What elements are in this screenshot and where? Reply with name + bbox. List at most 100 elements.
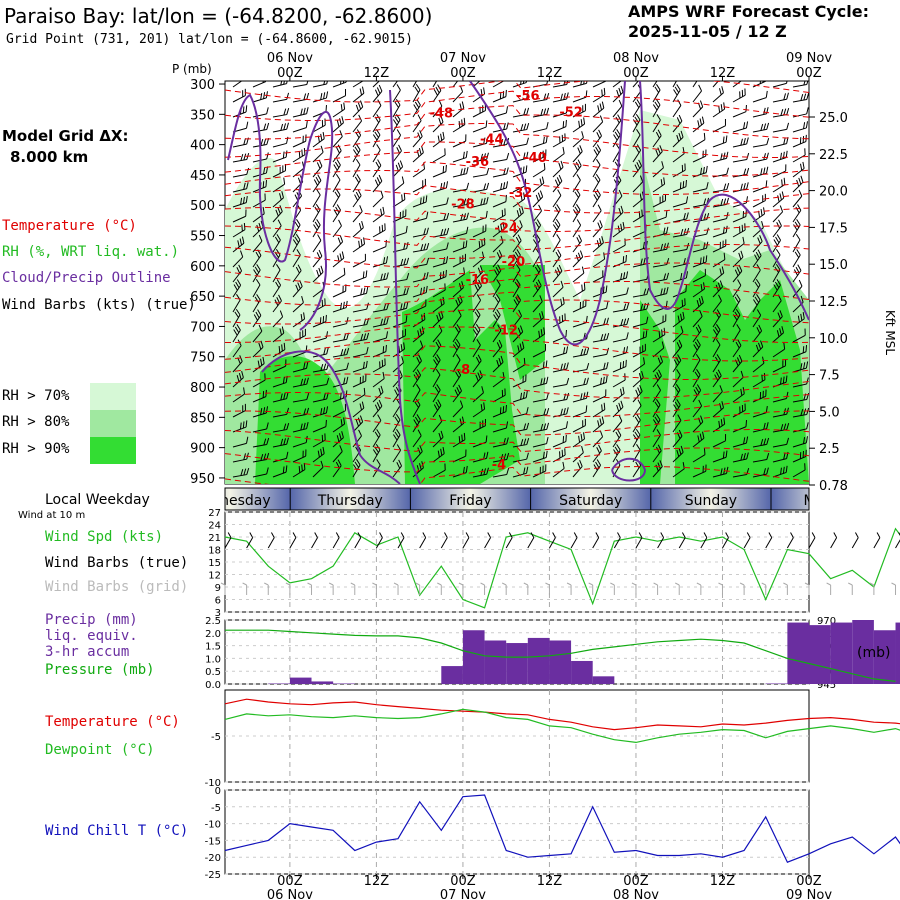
- temperature-label--12: -12: [494, 323, 518, 338]
- wind-barb: [432, 339, 442, 358]
- wind-barb: [232, 236, 245, 253]
- wind-barb: [352, 189, 362, 208]
- wind-barb: [292, 219, 301, 238]
- wind-barb: [472, 354, 482, 373]
- wind-barb: [512, 309, 523, 328]
- wind-barb: [752, 340, 764, 358]
- cloud-outline-1: [227, 93, 334, 331]
- wind-barb: [552, 249, 562, 268]
- wind-barb: [592, 252, 606, 268]
- wind-barb: [512, 206, 524, 223]
- wind-barb: [492, 388, 506, 403]
- wind-barb-grid: [307, 582, 313, 595]
- wind-barb: [472, 265, 484, 283]
- temperature-contour: [225, 141, 809, 177]
- wind-barb: [808, 204, 822, 222]
- temperature-contour: [225, 291, 809, 325]
- precip-bar: [830, 622, 853, 684]
- wind-barb: [412, 81, 421, 88]
- wind-barb: [432, 324, 443, 343]
- wind-barb: [752, 309, 762, 328]
- wind-barb: [292, 296, 304, 313]
- wind-barb: [332, 317, 349, 328]
- wind-barb: [432, 463, 446, 478]
- wind-barb: [612, 346, 629, 358]
- wind-barb: [432, 131, 445, 148]
- wind-barb: [532, 149, 547, 163]
- precip-bar: [787, 622, 809, 684]
- wind-barb: [792, 328, 806, 343]
- wind-barb: [492, 106, 509, 118]
- wind-barb: [632, 144, 642, 163]
- bottom-date-label: 09 Nov: [786, 888, 832, 900]
- top-time-label: 00Z: [623, 66, 649, 81]
- wind-barb: [532, 122, 549, 133]
- wind-barb: [272, 342, 286, 358]
- wind-barb: [552, 421, 569, 433]
- top-time-label: 00Z: [277, 66, 303, 81]
- wind-barb: [352, 114, 363, 133]
- kft-tick-label: 2.5: [819, 442, 840, 457]
- temperature-contour: [225, 262, 809, 288]
- top-time-label: 00Z: [450, 66, 476, 81]
- windchill-label: Wind Chill T (°C): [45, 823, 189, 839]
- wind-barb: [412, 384, 421, 403]
- wind-barb: [352, 332, 370, 343]
- precip-bar: [506, 643, 528, 684]
- wind-barb: [612, 317, 630, 328]
- wind-barb: [732, 403, 746, 418]
- wind-barb: [452, 339, 461, 358]
- wind-barb: [672, 325, 684, 343]
- temperature-label--8: -8: [456, 363, 470, 378]
- wind-barb: [772, 92, 789, 103]
- wind-barb: [532, 295, 543, 313]
- wind-barb: [232, 222, 246, 238]
- temperature-contour: [225, 81, 809, 103]
- wind-barb: [692, 132, 706, 148]
- wind-barb: [452, 354, 461, 373]
- temperature-label--20: -20: [502, 255, 526, 270]
- wind-barb: [292, 234, 301, 253]
- wind-barb: [672, 311, 685, 328]
- wind-barb: [572, 159, 582, 178]
- wind-barb: [772, 437, 790, 448]
- pressure-tick-label: 450: [190, 169, 215, 184]
- windchill-tick-label: -15: [205, 836, 221, 847]
- wind-barb: [412, 130, 423, 148]
- precip-bar: [549, 640, 572, 684]
- wind-barb: [232, 195, 248, 208]
- wind-barb: [732, 121, 749, 133]
- wind-barb: [252, 309, 262, 328]
- wind-barb-grid: [588, 582, 594, 595]
- wind-barb: [712, 266, 725, 283]
- wind-barb: [272, 205, 283, 223]
- cloud-outline-3: [389, 89, 421, 484]
- precip-bar: [873, 630, 896, 684]
- wind-barb: [432, 283, 446, 298]
- wind-barb: [292, 134, 307, 148]
- wind-barb: [392, 176, 405, 193]
- precip-bar: [484, 640, 507, 684]
- wind-barb: [392, 328, 406, 343]
- pressure-label: Pressure (mb): [45, 662, 155, 678]
- wind-barb: [792, 92, 809, 103]
- wind-barb: [232, 167, 250, 178]
- wind-barb: [532, 311, 544, 328]
- wind-barb: [272, 422, 290, 433]
- wind-barb: [292, 120, 308, 133]
- wind-barb-true: [419, 532, 427, 549]
- wind-barb-true: [678, 532, 686, 549]
- wind-barb: [372, 223, 386, 238]
- wind-barb: [792, 121, 809, 133]
- wind-barb: [792, 134, 807, 148]
- precip-bar: [809, 625, 831, 684]
- legend-wind-barbs: Wind Barbs (kts) (true): [2, 297, 196, 313]
- wind-barb: [692, 165, 708, 178]
- precip-bar: [311, 681, 334, 684]
- wind-barb: [712, 385, 723, 403]
- wind-barb: [412, 414, 421, 433]
- legend-temperature: Temperature (°C): [2, 218, 137, 234]
- wind-barb: [492, 339, 503, 358]
- wind-barb: [612, 99, 623, 118]
- wind-barb: [652, 429, 661, 448]
